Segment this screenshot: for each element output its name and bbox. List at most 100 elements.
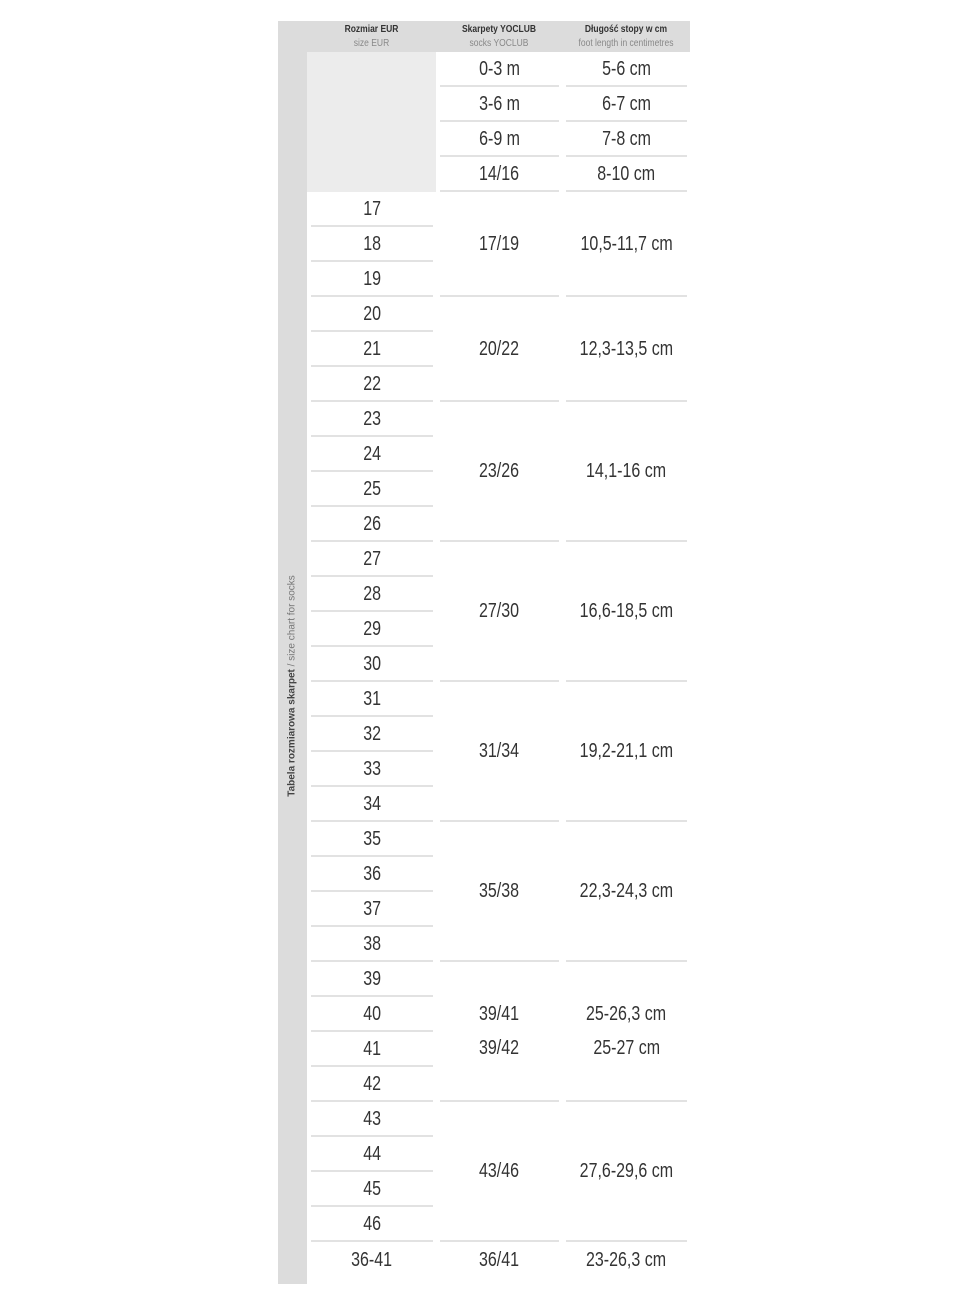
sock-size-cell-text: 0-3 m (479, 57, 520, 80)
eur-size-cell: 46 (311, 1207, 433, 1242)
foot-length-cell-text: 12,3-13,5 cm (579, 337, 674, 360)
header-main: Rozmiar EUR (344, 24, 399, 35)
foot-length-cell-text: 8-10 cm (597, 162, 656, 185)
eur-size-cell-text: 28 (363, 582, 381, 605)
eur-size-cell-text: 19 (363, 267, 381, 290)
sock-size-cell-text: 6-9 m (479, 127, 520, 150)
header-length: Długość stopy w cm foot length in centime… (562, 21, 690, 52)
eur-size-cell: 34 (311, 787, 433, 822)
eur-size-cell: 26 (311, 507, 433, 542)
eur-size-cell: 35 (311, 822, 433, 857)
eur-size-cell-text: 20 (363, 302, 381, 325)
eur-size-cell: 38 (311, 927, 433, 962)
eur-size-cell: 42 (311, 1067, 433, 1102)
sock-size-cell: 17/19 (440, 192, 559, 297)
eur-size-cell-text: 37 (363, 897, 381, 920)
eur-size-cell: 30 (311, 647, 433, 682)
sock-size-cell: 36/41 (440, 1242, 559, 1278)
eur-size-cell: 43 (311, 1102, 433, 1137)
eur-size-cell: 23 (311, 402, 433, 437)
sock-size-cell: 31/34 (440, 682, 559, 822)
sock-size-cell-text: 36/41 (479, 1249, 520, 1271)
eur-size-cell: 31 (311, 682, 433, 717)
eur-size-cell-text: 32 (363, 722, 381, 745)
header-socks: Skarpety YOCLUB socks YOCLUB (436, 21, 562, 52)
foot-length-cell: 10,5-11,7 cm (566, 192, 687, 297)
eur-size-cell-text: 36-41 (351, 1249, 393, 1271)
eur-size-cell-text: 18 (363, 232, 381, 255)
foot-length-cell: 14,1-16 cm (566, 402, 687, 542)
eur-size-cell-text: 36 (363, 862, 381, 885)
sock-size-cell: 23/26 (440, 402, 559, 542)
eur-size-cell-text: 45 (363, 1177, 381, 1200)
eur-size-cell: 28 (311, 577, 433, 612)
foot-length-cell: 27,6-29,6 cm (566, 1102, 687, 1242)
foot-length-cell-text: 22,3-24,3 cm (579, 880, 674, 902)
header-eur: Rozmiar EUR size EUR (307, 21, 436, 52)
foot-length-cell-text: 25-26,3 cm (586, 1003, 667, 1025)
eur-size-cell: 29 (311, 612, 433, 647)
eur-size-cell: 45 (311, 1172, 433, 1207)
eur-size-cell: 20 (311, 297, 433, 332)
eur-size-cell-text: 43 (363, 1107, 381, 1130)
sock-size-cell-text: 3-6 m (479, 92, 520, 115)
header-sub: socks YOCLUB (469, 38, 529, 49)
eur-size-cell: 25 (311, 472, 433, 507)
eur-size-cell-text: 22 (363, 372, 381, 395)
foot-length-cell: 8-10 cm (566, 157, 687, 192)
eur-size-cell-text: 39 (363, 967, 381, 990)
sock-size-cell-text: 35/38 (479, 880, 520, 902)
eur-size-cell: 36-41 (311, 1242, 433, 1278)
sock-size-cell-text: 27/30 (479, 600, 520, 622)
foot-length-cell-text: 27,6-29,6 cm (579, 1160, 674, 1182)
eur-size-cell-text: 46 (363, 1212, 381, 1235)
sock-size-cell-text: 43/46 (479, 1160, 520, 1182)
sock-size-cell-text: 20/22 (479, 337, 520, 360)
sock-size-cell: 39/41 39/42 (440, 962, 559, 1102)
foot-length-cell: 25-26,3 cm 25-27 cm (566, 962, 687, 1102)
eur-size-cell: 19 (311, 262, 433, 297)
eur-size-cell: 32 (311, 717, 433, 752)
foot-length-cell: 5-6 cm (566, 52, 687, 87)
eur-size-cell: 36 (311, 857, 433, 892)
header-main: Długość stopy w cm (584, 24, 668, 35)
foot-length-cell-text: 6-7 cm (602, 92, 651, 115)
eur-size-cell-text: 44 (363, 1142, 381, 1165)
eur-size-cell-text: 34 (363, 792, 381, 815)
side-label-bold: Tabela rozmiarowa skarpet (286, 669, 298, 797)
sock-size-cell-text: 39/41 (479, 1003, 520, 1025)
eur-size-cell-text: 33 (363, 757, 381, 780)
foot-length-cell-text: 10,5-11,7 cm (580, 232, 673, 255)
eur-size-cell: 44 (311, 1137, 433, 1172)
eur-size-cell-text: 35 (363, 827, 381, 850)
eur-size-cell: 39 (311, 962, 433, 997)
eur-size-cell: 21 (311, 332, 433, 367)
sock-size-cell: 14/16 (440, 157, 559, 192)
size-table: Rozmiar EUR size EUR Skarpety YOCLUB socks… (307, 21, 690, 1284)
eur-size-cell-text: 38 (363, 932, 381, 955)
foot-length-cell-text: 25-27 cm (593, 1037, 660, 1059)
sock-size-cell-text: 23/26 (479, 460, 520, 482)
eur-size-cell-text: 27 (363, 547, 381, 570)
eur-size-cell: 17 (311, 192, 433, 227)
foot-length-cell: 12,3-13,5 cm (566, 297, 687, 402)
eur-size-cell-text: 23 (363, 407, 381, 430)
foot-length-cell: 7-8 cm (566, 122, 687, 157)
eur-size-cell: 40 (311, 997, 433, 1032)
side-label-rest: / size chart for socks (286, 575, 298, 670)
header-sub: size EUR (353, 38, 390, 49)
foot-length-cell-text: 14,1-16 cm (586, 460, 667, 482)
sock-size-cell-text: 39/42 (479, 1037, 520, 1059)
sock-size-cell: 27/30 (440, 542, 559, 682)
sock-size-cell: 0-3 m (440, 52, 559, 87)
eur-size-cell-text: 29 (363, 617, 381, 640)
eur-size-cell-text: 25 (363, 477, 381, 500)
foot-length-cell-text: 19,2-21,1 cm (579, 740, 674, 762)
eur-size-cell: 33 (311, 752, 433, 787)
sock-size-cell: 43/46 (440, 1102, 559, 1242)
eur-size-cell-text: 24 (363, 442, 381, 465)
empty-eur-block (307, 52, 436, 192)
eur-size-cell-text: 40 (363, 1002, 381, 1025)
eur-size-cell-text: 31 (363, 687, 381, 710)
foot-length-cell-text: 23-26,3 cm (586, 1249, 667, 1271)
